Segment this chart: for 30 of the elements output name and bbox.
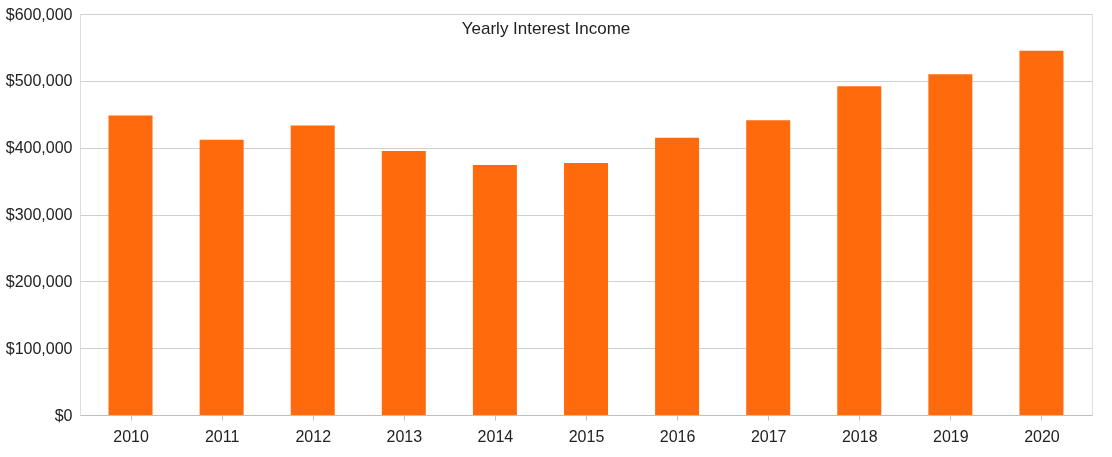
- bar: [837, 86, 882, 415]
- x-tick-label: 2011: [204, 427, 240, 445]
- x-tick-label: 2012: [295, 427, 332, 445]
- bar: [564, 163, 608, 415]
- y-tick-label: $100,000: [5, 339, 73, 357]
- x-tick-label: 2015: [568, 427, 605, 445]
- y-tick-label: $500,000: [5, 72, 73, 90]
- x-tick-label: 2010: [113, 427, 149, 445]
- x-tick-label: 2018: [841, 427, 878, 445]
- bar: [199, 139, 244, 415]
- y-tick-label: $400,000: [5, 139, 73, 157]
- x-tick-label: 2017: [750, 427, 787, 445]
- y-tick-label: $300,000: [5, 206, 73, 223]
- bar: [381, 151, 426, 415]
- bar: [1019, 50, 1064, 415]
- y-tick-label: $0: [54, 406, 73, 424]
- x-tick-label: 2013: [386, 427, 423, 445]
- bar: [472, 165, 517, 415]
- x-tick-label: 2019: [933, 427, 969, 445]
- bar: [108, 115, 153, 415]
- bar: [655, 137, 700, 415]
- x-tick-label: 2020: [1024, 427, 1060, 445]
- bar: [928, 74, 973, 415]
- x-tick-label: 2016: [659, 427, 696, 445]
- y-tick-label: $600,000: [5, 5, 73, 23]
- bar: [290, 125, 335, 415]
- y-tick-label: $200,000: [5, 272, 73, 290]
- bar: [746, 120, 791, 415]
- chart-title: Yearly Interest Income: [461, 19, 631, 38]
- x-tick-label: 2014: [477, 427, 514, 445]
